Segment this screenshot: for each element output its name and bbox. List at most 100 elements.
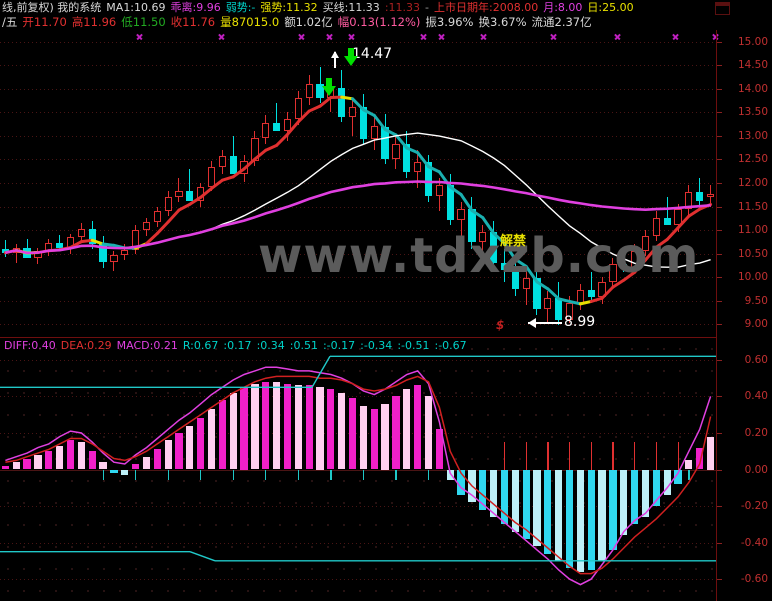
macd-spike bbox=[428, 469, 430, 480]
signal-marker-icon bbox=[348, 33, 355, 40]
candle-body bbox=[153, 211, 161, 222]
ma-fast-segment bbox=[199, 186, 214, 199]
signal-marker-icon bbox=[218, 33, 225, 40]
macd-bar bbox=[305, 385, 313, 470]
macd-axis-tick: -0.40 bbox=[740, 536, 768, 549]
sell-arrow-icon bbox=[322, 78, 336, 96]
candle-body bbox=[359, 106, 368, 139]
candle-body bbox=[565, 302, 574, 320]
price-gridline bbox=[0, 135, 716, 137]
macd-axis-tick-mark bbox=[716, 579, 722, 581]
header-item-seg-7: 幅0.13(1.12%) bbox=[337, 15, 421, 29]
price-axis-tick: 9.50 bbox=[744, 294, 768, 307]
candle-body bbox=[273, 122, 281, 132]
header-item-seg-5: 量87015.0 bbox=[220, 15, 280, 29]
signal-marker-icon bbox=[136, 33, 143, 40]
macd-bar bbox=[240, 387, 248, 470]
ma-fast-segment bbox=[513, 257, 528, 268]
macd-bar bbox=[663, 469, 671, 496]
candle-body bbox=[164, 197, 172, 212]
candlestick bbox=[88, 220, 96, 249]
ma-fast-segment bbox=[524, 264, 539, 284]
macd-header-item-seg-8: :-0.34 bbox=[360, 339, 393, 352]
price-axis: 15.00 14.50 14.00 13.50 13.00 12.50 12.00 11.50… bbox=[716, 0, 772, 338]
candle-body bbox=[338, 87, 346, 118]
macd-axis-tick-mark bbox=[716, 396, 722, 398]
ma-fast-segment bbox=[394, 133, 409, 150]
macd-bar bbox=[424, 396, 433, 470]
price-axis-tick: 14.50 bbox=[737, 59, 768, 72]
header-item-seg-10: 日:25.00 bbox=[587, 1, 634, 14]
macd-header-item-seg-4: :0.17 bbox=[223, 339, 252, 352]
candle-body bbox=[229, 155, 237, 174]
header-item-seg-1: 开11.70 bbox=[22, 15, 67, 29]
ma-fast-segment bbox=[633, 258, 647, 274]
ma-fast-segment bbox=[470, 208, 485, 220]
candlestick bbox=[424, 154, 433, 202]
peak-price-label: 14.47 bbox=[352, 46, 393, 62]
macd-bar bbox=[511, 469, 519, 532]
restore-window-icon[interactable] bbox=[715, 2, 730, 15]
macd-gridline bbox=[0, 396, 716, 398]
candlestick bbox=[435, 178, 443, 212]
candlestick bbox=[587, 272, 595, 301]
price-axis-tick-mark bbox=[716, 277, 722, 279]
signal-marker-icon bbox=[614, 33, 621, 40]
macd-band-ramp bbox=[189, 551, 216, 562]
macd-dea-line bbox=[5, 375, 712, 575]
macd-bar bbox=[446, 469, 454, 481]
macd-header-item-seg-6: :0.51 bbox=[289, 339, 318, 352]
candle-body bbox=[641, 235, 650, 251]
candle-body bbox=[674, 209, 682, 226]
candlestick bbox=[186, 168, 194, 201]
candle-wick bbox=[232, 135, 234, 164]
ma-fast-segment bbox=[372, 113, 387, 132]
price-gridline bbox=[0, 206, 716, 208]
price-gridline bbox=[0, 183, 716, 184]
candlestick bbox=[511, 258, 519, 296]
ma-fast-segment bbox=[502, 241, 517, 261]
ma-fast-segment bbox=[535, 280, 550, 291]
macd-bar bbox=[544, 469, 552, 554]
moving-average-overlays bbox=[3, 95, 713, 306]
candle-body bbox=[479, 231, 487, 243]
candle-body bbox=[381, 126, 389, 159]
price-axis-tick: 10.00 bbox=[737, 271, 768, 284]
header-item-seg-2: 乖离:9.96 bbox=[170, 1, 221, 14]
macd-axis-tick: -0.20 bbox=[740, 500, 768, 513]
macd-diff-line bbox=[5, 366, 712, 586]
macd-bar bbox=[414, 385, 422, 470]
signal-marker-icon bbox=[550, 33, 557, 40]
macd-bar bbox=[696, 447, 704, 470]
ma-fast-segment bbox=[285, 120, 300, 136]
ma-fast-segment bbox=[676, 214, 691, 230]
ma-fast-segment bbox=[578, 299, 593, 306]
macd-bar bbox=[153, 449, 161, 470]
price-chart-pane[interactable]: 14.47 解禁 $ 8.99 bbox=[0, 30, 716, 336]
candle-body bbox=[457, 209, 465, 220]
ma-fast-segment bbox=[589, 296, 604, 303]
macd-bar bbox=[77, 442, 85, 470]
candle-wick bbox=[666, 197, 668, 226]
ma-fast-segment bbox=[383, 128, 398, 137]
macd-indicator-pane[interactable]: DIFF:0.40 DEA:0.29 MACD:0.21 R:0.67:0.17:0.… bbox=[0, 338, 716, 601]
candle-body bbox=[175, 190, 183, 198]
ma-fast-segment bbox=[665, 226, 680, 241]
candlestick bbox=[110, 250, 118, 271]
candle-body bbox=[186, 190, 194, 201]
header-item-seg-7: - bbox=[425, 1, 429, 14]
quote-header-line-1: 线,前复权) 我的系统 MA1:10.69 乖离:9.96 弱势:- 强势:11.32 买… bbox=[2, 1, 639, 15]
candle-body bbox=[663, 217, 671, 226]
ma-fast-segment bbox=[69, 240, 83, 249]
header-item-seg-5: 买线:11.33 bbox=[322, 1, 380, 14]
macd-axis-tick: 0.20 bbox=[744, 426, 768, 439]
candle-body bbox=[218, 155, 226, 167]
macd-lines bbox=[0, 355, 716, 586]
ma-fast-segment bbox=[231, 167, 246, 179]
candle-wick bbox=[352, 98, 354, 136]
candlestick bbox=[565, 295, 574, 324]
macd-bar bbox=[435, 429, 443, 470]
header-item-seg-2: 高11.96 bbox=[71, 15, 117, 29]
candlestick bbox=[153, 206, 161, 228]
ma-fast-segment bbox=[188, 195, 203, 206]
